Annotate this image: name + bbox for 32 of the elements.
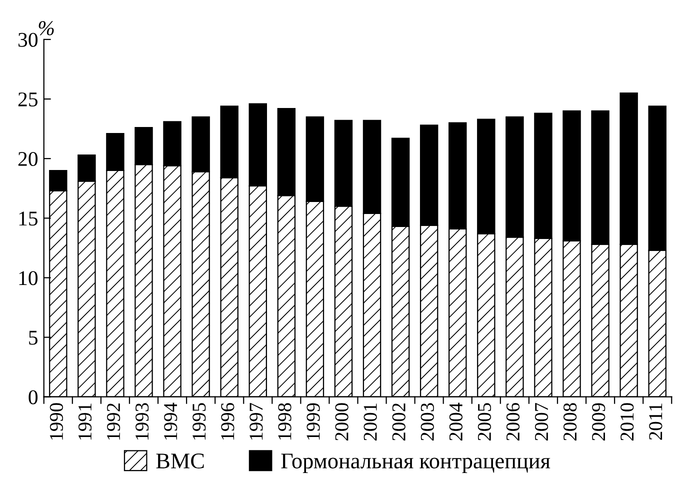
- y-axis-title: %: [38, 21, 54, 36]
- y-tick-label: 30: [18, 32, 38, 47]
- y-tick-label: 10: [19, 271, 38, 286]
- x-tick-label: 1992: [107, 403, 120, 440]
- x-tick-label: 2002: [392, 403, 406, 440]
- x-tick-label: 1991: [78, 404, 92, 440]
- x-tick-label: 1999: [306, 403, 320, 440]
- x-tick-label: 1997: [250, 402, 263, 440]
- y-tick-label: 20: [18, 152, 38, 166]
- y-tick-label: 0: [28, 390, 38, 404]
- x-tick-label: 2009: [592, 403, 606, 440]
- x-tick-label: 2010: [620, 403, 634, 440]
- x-tick-label: 2007: [534, 402, 548, 440]
- x-tick-label: 1993: [136, 403, 149, 440]
- legend-label: ВМС: [156, 454, 204, 468]
- legend-label: Гормональная контрацепция: [281, 454, 550, 473]
- x-tick-label: 2008: [564, 403, 577, 440]
- x-tick-label: 2005: [478, 403, 492, 440]
- x-tick-label: 1996: [221, 403, 234, 440]
- x-tick-label: 2000: [335, 403, 348, 440]
- x-tick-label: 1995: [192, 403, 206, 440]
- x-tick-label: 1994: [164, 402, 178, 440]
- y-tick-label: 15: [19, 212, 38, 226]
- x-tick-label: 2001: [364, 404, 377, 440]
- x-tick-label: 1998: [278, 403, 292, 440]
- y-tick-label: 25: [18, 92, 38, 106]
- x-tick-label: 2004: [449, 402, 462, 440]
- x-tick-label: 1990: [50, 403, 64, 440]
- x-tick-label: 2011: [649, 404, 662, 440]
- y-tick-label: 5: [29, 330, 38, 345]
- x-tick-label: 2003: [420, 403, 434, 440]
- x-tick-label: 2006: [506, 403, 520, 440]
